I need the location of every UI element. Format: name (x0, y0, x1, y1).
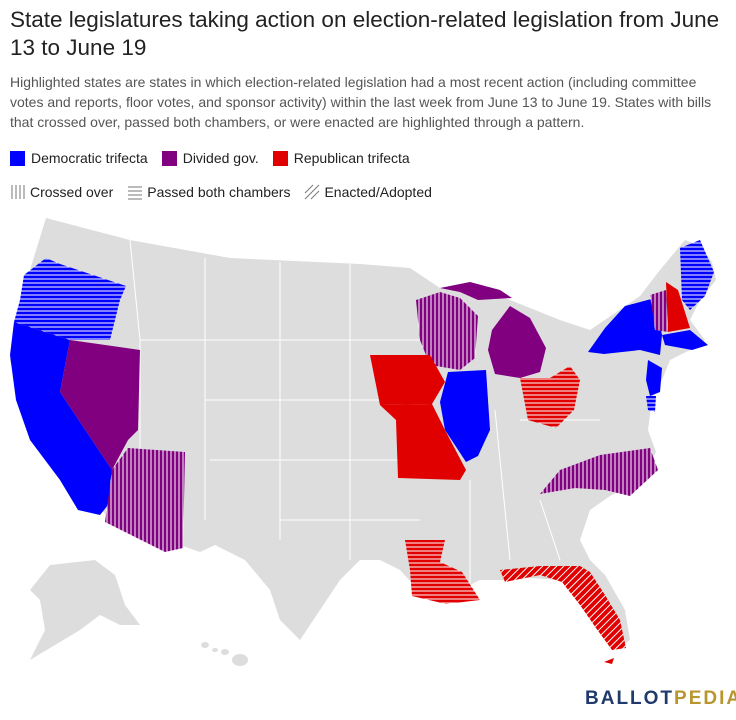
vertical-lines-icon (11, 185, 25, 199)
legend-divided-gov: Divided gov. (161, 150, 259, 166)
state-fl-keys[interactable] (604, 658, 614, 664)
state-wi[interactable] (416, 292, 478, 370)
logo-part-pedia: PEDIA (674, 688, 736, 709)
democratic-swatch (10, 150, 25, 166)
state-or[interactable] (14, 300, 120, 340)
state-il[interactable] (440, 370, 490, 462)
state-az[interactable] (105, 448, 185, 552)
map-title: State legislatures taking action on elec… (10, 7, 720, 60)
legend-label: Divided gov. (182, 150, 259, 166)
state-la[interactable] (405, 540, 480, 604)
state-ca[interactable] (10, 322, 112, 515)
legend-enacted: Enacted/Adopted (304, 184, 432, 200)
state-ia[interactable] (370, 355, 445, 405)
state-ma[interactable] (662, 330, 708, 350)
state-mi[interactable] (488, 306, 546, 378)
alaska-shape (30, 560, 140, 660)
color-legend: Democratic trifecta Divided gov. Republi… (10, 150, 424, 166)
legend-crossed-over: Crossed over (10, 184, 113, 200)
ballotpedia-logo: BALLOTPEDIA (585, 688, 736, 710)
state-vt[interactable] (650, 290, 668, 332)
logo-part-ballot: BALLOT (585, 688, 675, 709)
state-nh[interactable] (666, 282, 690, 332)
republican-swatch (272, 150, 288, 166)
state-wa[interactable] (20, 258, 126, 300)
state-me[interactable] (680, 240, 714, 310)
state-oh[interactable] (520, 366, 580, 428)
legend-label: Enacted/Adopted (324, 184, 432, 200)
divided-swatch (161, 150, 177, 166)
state-fl[interactable] (500, 566, 626, 650)
state-nv[interactable] (60, 340, 140, 470)
diagonal-lines-icon (305, 184, 320, 200)
state-mo[interactable] (380, 404, 466, 480)
state-mi-up[interactable] (440, 282, 512, 300)
legend-label: Crossed over (30, 184, 114, 200)
us-landmass (10, 218, 716, 650)
pattern-legend: Crossed over Passed both chambers Enacte… (10, 184, 446, 200)
legend-republican-trifecta: Republican trifecta (272, 150, 410, 166)
legend-passed-both: Passed both chambers (127, 184, 290, 200)
state-nj[interactable] (646, 360, 662, 396)
state-de[interactable] (646, 396, 656, 412)
legend-label: Passed both chambers (147, 184, 291, 200)
hawaii-shape (201, 642, 248, 666)
legend-label: Democratic trifecta (31, 150, 148, 166)
state-ny[interactable] (588, 298, 662, 355)
highlighted-states (10, 240, 714, 664)
us-map (10, 218, 716, 666)
legend-democratic-trifecta: Democratic trifecta (10, 150, 148, 166)
state-nc[interactable] (540, 448, 658, 496)
map-description: Highlighted states are states in which e… (10, 74, 712, 130)
horizontal-lines-icon (128, 186, 143, 200)
legend-label: Republican trifecta (293, 150, 410, 166)
